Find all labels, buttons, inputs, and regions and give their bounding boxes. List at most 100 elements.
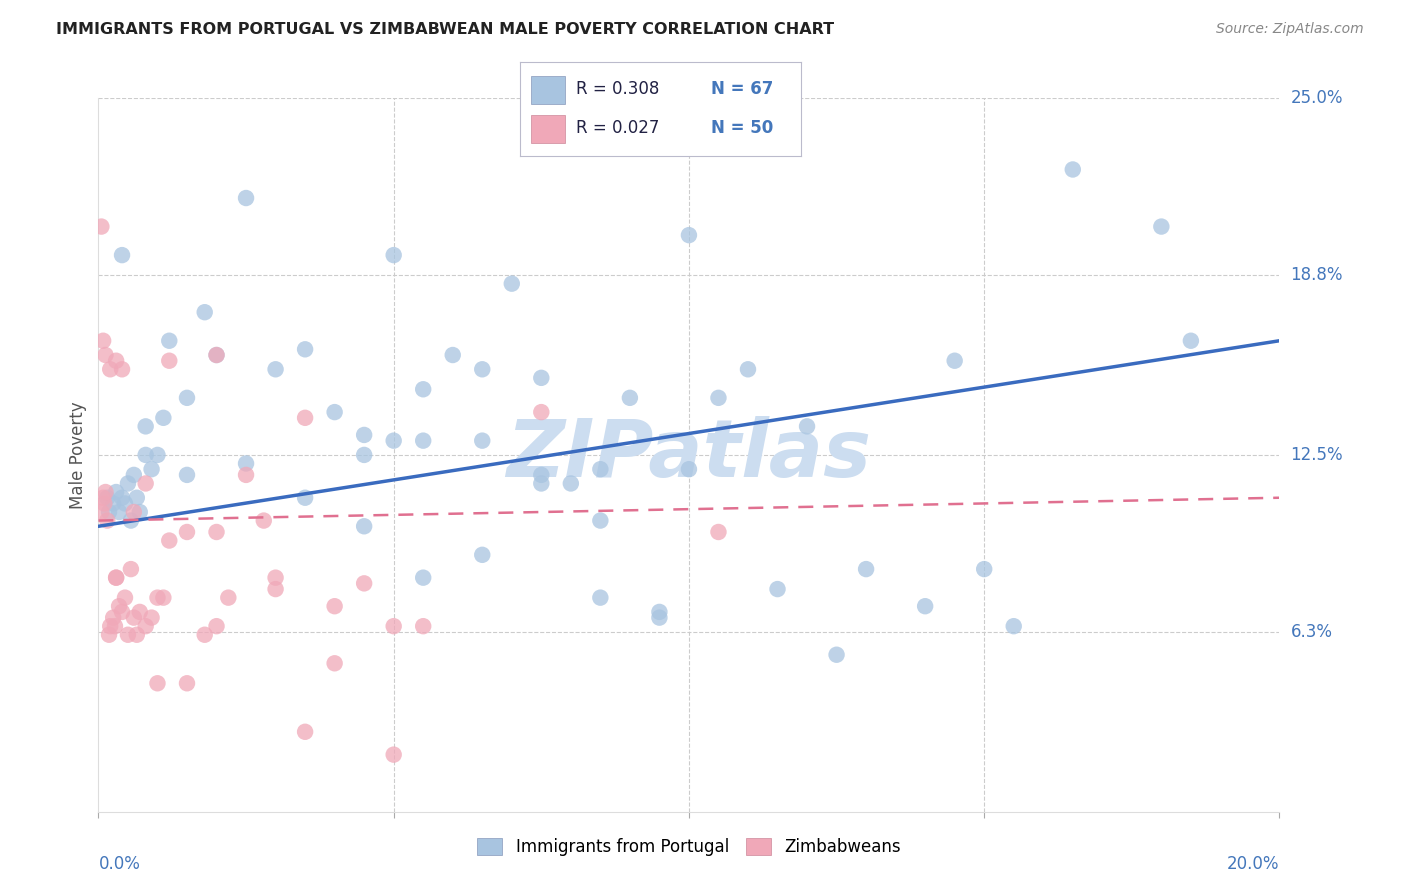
Point	[530, 405, 553, 419]
Point	[530, 371, 553, 385]
Point	[471, 548, 494, 562]
Point	[205, 619, 228, 633]
Point	[619, 391, 641, 405]
Point	[707, 391, 730, 405]
Point	[98, 505, 121, 519]
Point	[973, 562, 995, 576]
Point	[825, 648, 848, 662]
Text: N = 67: N = 67	[711, 79, 773, 97]
Point	[128, 605, 150, 619]
Text: N = 50: N = 50	[711, 119, 773, 137]
Point	[146, 676, 169, 690]
Point	[264, 571, 287, 585]
Point	[560, 476, 582, 491]
Point	[104, 619, 127, 633]
Point	[294, 724, 316, 739]
Point	[176, 524, 198, 539]
Point	[205, 348, 228, 362]
Point	[353, 519, 375, 533]
Point	[94, 348, 117, 362]
Point	[264, 362, 287, 376]
Point	[707, 524, 730, 539]
Point	[103, 610, 125, 624]
Point	[152, 410, 174, 425]
Point	[152, 591, 174, 605]
Point	[1150, 219, 1173, 234]
Point	[589, 514, 612, 528]
Point	[471, 434, 494, 448]
Point	[128, 505, 150, 519]
Point	[135, 476, 157, 491]
Point	[105, 353, 128, 368]
Point	[120, 514, 142, 528]
Point	[125, 491, 148, 505]
Point	[135, 619, 157, 633]
Point	[176, 676, 198, 690]
Point	[176, 467, 198, 482]
Point	[235, 467, 257, 482]
Point	[117, 476, 139, 491]
Point	[264, 582, 287, 596]
Point	[90, 219, 112, 234]
Point	[93, 496, 115, 510]
Point	[235, 191, 257, 205]
Point	[589, 462, 612, 476]
Point	[98, 619, 121, 633]
Point	[194, 628, 217, 642]
Point	[111, 248, 134, 262]
Point	[108, 599, 131, 614]
Point	[323, 405, 346, 419]
Point	[648, 610, 671, 624]
Point	[1180, 334, 1202, 348]
Point	[141, 462, 163, 476]
Point	[111, 605, 134, 619]
Point	[122, 467, 145, 482]
Point	[217, 591, 239, 605]
Point	[648, 605, 671, 619]
Text: R = 0.308: R = 0.308	[576, 79, 659, 97]
Point	[530, 476, 553, 491]
Text: ZIPatlas: ZIPatlas	[506, 416, 872, 494]
Point	[91, 334, 114, 348]
Point	[103, 496, 125, 510]
Point	[530, 467, 553, 482]
Point	[98, 362, 121, 376]
FancyBboxPatch shape	[531, 76, 565, 103]
Legend: Immigrants from Portugal, Zimbabweans: Immigrants from Portugal, Zimbabweans	[470, 830, 908, 864]
Point	[120, 562, 142, 576]
Point	[111, 362, 134, 376]
Point	[117, 628, 139, 642]
Text: 18.8%: 18.8%	[1291, 266, 1343, 284]
Point	[353, 576, 375, 591]
Point	[501, 277, 523, 291]
Point	[412, 382, 434, 396]
Point	[157, 533, 180, 548]
Point	[412, 619, 434, 633]
Point	[146, 448, 169, 462]
Point	[91, 491, 114, 505]
Point	[157, 353, 180, 368]
Point	[105, 571, 128, 585]
Point	[98, 628, 121, 642]
Y-axis label: Male Poverty: Male Poverty	[69, 401, 87, 508]
Point	[253, 514, 276, 528]
Point	[235, 457, 257, 471]
Point	[441, 348, 464, 362]
Point	[294, 410, 316, 425]
Text: 0.0%: 0.0%	[98, 855, 141, 872]
Point	[135, 419, 157, 434]
Point	[135, 448, 157, 462]
Point	[176, 391, 198, 405]
Point	[412, 571, 434, 585]
Point	[94, 485, 117, 500]
Point	[382, 434, 405, 448]
Point	[114, 591, 136, 605]
Point	[1002, 619, 1025, 633]
Point	[105, 485, 128, 500]
Point	[125, 628, 148, 642]
Text: R = 0.027: R = 0.027	[576, 119, 659, 137]
Point	[382, 747, 405, 762]
Point	[353, 428, 375, 442]
Point	[382, 619, 405, 633]
Point	[141, 610, 163, 624]
